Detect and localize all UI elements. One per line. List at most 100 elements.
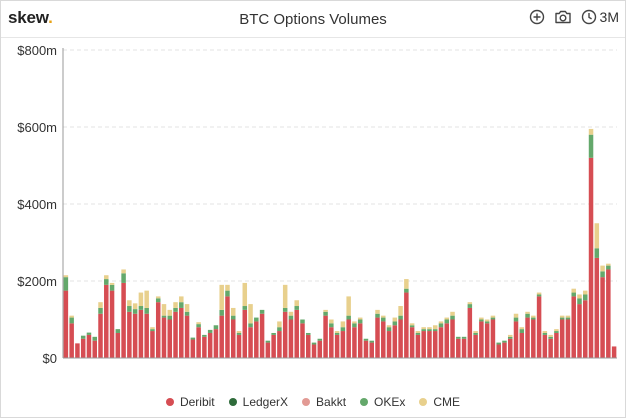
bar-deribit[interactable]	[588, 157, 594, 358]
bar-deribit[interactable]	[461, 338, 467, 358]
bar-deribit[interactable]	[92, 340, 97, 358]
bar-deribit[interactable]	[155, 302, 161, 358]
bar-cme[interactable]	[606, 263, 611, 266]
bar-okex[interactable]	[92, 336, 97, 341]
bar-cme[interactable]	[588, 128, 594, 135]
bar-okex[interactable]	[386, 327, 392, 332]
bar-cme[interactable]	[479, 317, 484, 320]
bar-deribit[interactable]	[311, 344, 317, 358]
bar-okex[interactable]	[519, 329, 525, 333]
bar-cme[interactable]	[513, 313, 519, 318]
bar-deribit[interactable]	[306, 334, 311, 358]
bar-okex[interactable]	[415, 332, 421, 335]
bar-okex[interactable]	[317, 338, 323, 341]
bar-okex[interactable]	[461, 336, 467, 339]
bar-deribit[interactable]	[282, 311, 288, 358]
bar-cme[interactable]	[519, 327, 525, 330]
bar-okex[interactable]	[513, 317, 519, 322]
bar-deribit[interactable]	[392, 325, 398, 358]
bar-deribit[interactable]	[386, 331, 392, 358]
bar-cme[interactable]	[375, 309, 380, 314]
bar-cme[interactable]	[288, 311, 294, 316]
bar-deribit[interactable]	[565, 319, 571, 359]
bar-okex[interactable]	[398, 315, 403, 320]
bar-okex[interactable]	[259, 309, 265, 314]
bar-cme[interactable]	[577, 294, 582, 299]
bar-deribit[interactable]	[571, 296, 576, 358]
bar-deribit[interactable]	[317, 340, 323, 358]
bar-cme[interactable]	[554, 329, 559, 332]
bar-deribit[interactable]	[600, 277, 605, 358]
bar-deribit[interactable]	[611, 346, 617, 358]
bar-deribit[interactable]	[196, 327, 201, 358]
bar-okex[interactable]	[207, 329, 213, 333]
bar-cme[interactable]	[109, 282, 115, 285]
bar-okex[interactable]	[86, 332, 92, 335]
camera-icon[interactable]	[554, 9, 572, 25]
bar-deribit[interactable]	[542, 334, 548, 358]
bar-okex[interactable]	[502, 340, 507, 343]
bar-deribit[interactable]	[167, 319, 173, 359]
bar-deribit[interactable]	[265, 342, 271, 358]
bar-deribit[interactable]	[340, 331, 346, 358]
bar-cme[interactable]	[409, 323, 415, 326]
bar-deribit[interactable]	[577, 304, 582, 358]
bar-cme[interactable]	[467, 302, 473, 305]
bar-deribit[interactable]	[594, 257, 600, 358]
bar-okex[interactable]	[571, 292, 576, 297]
bar-deribit[interactable]	[363, 340, 369, 358]
bar-deribit[interactable]	[415, 334, 421, 358]
bar-okex[interactable]	[606, 265, 611, 270]
bar-okex[interactable]	[104, 279, 109, 285]
bar-okex[interactable]	[132, 309, 138, 314]
bar-deribit[interactable]	[207, 332, 213, 358]
bar-okex[interactable]	[559, 317, 565, 320]
bar-okex[interactable]	[357, 319, 363, 324]
bar-cme[interactable]	[248, 304, 253, 324]
bar-okex[interactable]	[340, 327, 346, 332]
bar-deribit[interactable]	[277, 331, 282, 358]
bar-cme[interactable]	[438, 321, 444, 324]
bar-okex[interactable]	[196, 324, 201, 328]
bar-deribit[interactable]	[507, 338, 513, 358]
bar-deribit[interactable]	[421, 331, 426, 358]
bar-cme[interactable]	[242, 282, 248, 307]
bar-okex[interactable]	[213, 325, 219, 330]
bar-okex[interactable]	[421, 329, 426, 332]
bar-okex[interactable]	[254, 317, 259, 322]
bar-deribit[interactable]	[323, 315, 328, 358]
bar-deribit[interactable]	[300, 323, 305, 358]
bar-okex[interactable]	[294, 306, 299, 310]
add-icon[interactable]	[529, 9, 545, 25]
bar-okex[interactable]	[496, 342, 501, 345]
bar-okex[interactable]	[577, 298, 582, 305]
bar-cme[interactable]	[484, 319, 490, 322]
bar-cme[interactable]	[230, 307, 236, 316]
bar-deribit[interactable]	[502, 342, 507, 358]
bar-okex[interactable]	[323, 311, 328, 316]
bar-okex[interactable]	[536, 294, 542, 297]
bar-okex[interactable]	[109, 284, 115, 291]
bar-cme[interactable]	[282, 284, 288, 308]
bar-okex[interactable]	[375, 313, 380, 318]
bar-cme[interactable]	[277, 321, 282, 328]
bar-okex[interactable]	[265, 340, 271, 343]
bar-deribit[interactable]	[63, 290, 69, 359]
bar-deribit[interactable]	[86, 334, 92, 358]
bar-okex[interactable]	[306, 332, 311, 335]
bar-okex[interactable]	[202, 334, 207, 337]
bar-okex[interactable]	[404, 288, 409, 293]
bar-cme[interactable]	[132, 303, 138, 310]
bar-cme[interactable]	[531, 315, 536, 318]
bar-okex[interactable]	[565, 317, 571, 320]
bar-okex[interactable]	[542, 332, 548, 335]
bar-deribit[interactable]	[334, 334, 340, 358]
bar-okex[interactable]	[427, 329, 432, 332]
legend-item-deribit[interactable]: Deribit	[165, 395, 215, 409]
bar-cme[interactable]	[150, 327, 155, 330]
bar-cme[interactable]	[334, 331, 340, 333]
bar-cme[interactable]	[583, 290, 588, 295]
bar-deribit[interactable]	[236, 334, 242, 358]
bar-deribit[interactable]	[479, 321, 484, 358]
bar-deribit[interactable]	[427, 331, 432, 358]
